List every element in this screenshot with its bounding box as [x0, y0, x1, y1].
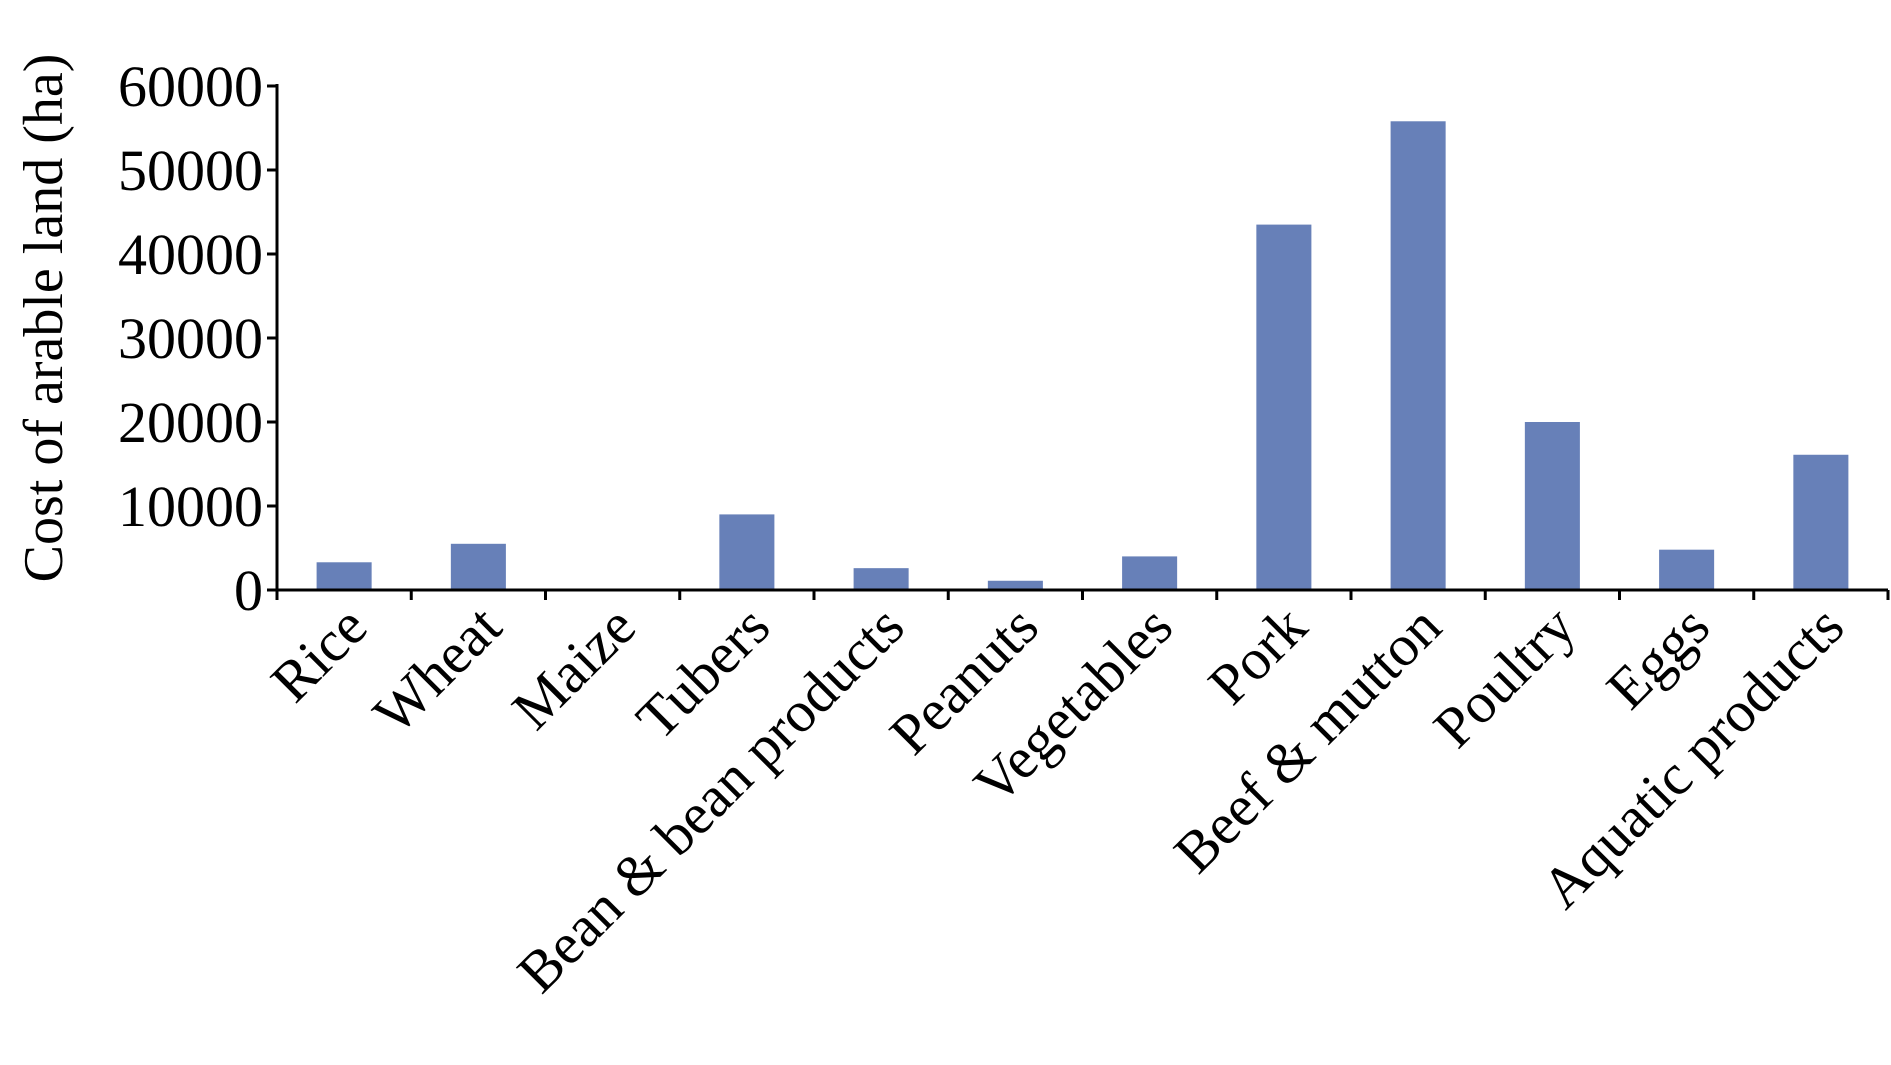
y-tick-label: 60000 [118, 54, 263, 119]
y-tick-label: 10000 [118, 474, 263, 539]
y-tick-label: 0 [234, 558, 263, 623]
x-tick-label: Poultry [1421, 593, 1588, 760]
bar-bean-bean-products [853, 568, 909, 590]
x-tick-label: Maize [499, 593, 647, 741]
bar-poultry [1524, 422, 1580, 590]
bar-wheat [450, 543, 506, 590]
bar-pork [1256, 224, 1312, 590]
y-tick-label: 30000 [118, 306, 263, 371]
x-tick-label: Rice [258, 593, 379, 714]
y-tick-label: 20000 [118, 390, 263, 455]
y-axis-title: Cost of arable land (ha) [13, 54, 75, 583]
y-axis-title-group: Cost of arable land (ha) [13, 54, 75, 583]
bar-eggs [1659, 549, 1715, 590]
bar-vegetables [1122, 556, 1178, 590]
x-tick-label: Pork [1196, 593, 1319, 716]
axes-group [275, 84, 1888, 592]
bar-beef-mutton [1390, 121, 1446, 590]
y-tick-label: 40000 [118, 222, 263, 287]
bar-tubers [719, 514, 775, 590]
bars-group [316, 121, 1849, 590]
x-tick-label: Wheat [361, 593, 514, 746]
bar-peanuts [987, 580, 1043, 590]
y-tick-label: 50000 [118, 138, 263, 203]
y-ticks-group: 0 10000 20000 30000 40000 50000 60000 [118, 54, 277, 623]
bar-aquatic-products [1793, 454, 1849, 590]
bar-rice [316, 562, 372, 590]
